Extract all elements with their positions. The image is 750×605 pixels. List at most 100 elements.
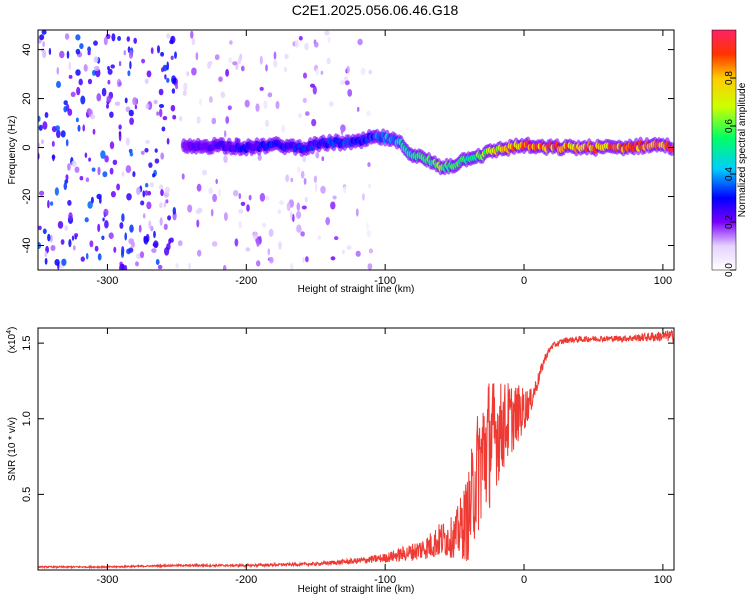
- heatmap-noise-cell: [238, 221, 242, 229]
- heatmap-noise-cell: [65, 174, 69, 181]
- heatmap-noise-cell: [199, 98, 202, 106]
- heatmap-noise-cell: [259, 192, 266, 202]
- heatmap-noise-cell: [118, 81, 122, 86]
- heatmap-noise-cell: [125, 137, 130, 146]
- heatmap-noise-cell: [124, 232, 127, 241]
- heatmap-noise-cell: [64, 225, 69, 231]
- heatmap-noise-cell: [178, 240, 183, 247]
- heatmap-noise-cell: [47, 233, 51, 242]
- heatmap-noise-cell: [140, 200, 145, 206]
- heatmap-noise-cell: [210, 208, 214, 217]
- heatmap-noise-cell: [297, 166, 301, 174]
- heatmap-noise-cell: [314, 41, 319, 48]
- heatmap-noise-cell: [227, 105, 232, 111]
- heatmap-noise-cell: [166, 61, 169, 71]
- heatmap-noise-cell: [197, 207, 203, 213]
- heatmap-noise-cell: [170, 104, 176, 112]
- heatmap-noise-cell: [44, 112, 49, 118]
- heatmap-noise-cell: [117, 36, 121, 41]
- heatmap-noise-cell: [143, 235, 146, 243]
- heatmap-noise-cell: [134, 104, 138, 110]
- heatmap-noise-cell: [78, 78, 83, 86]
- heatmap-noise-cell: [238, 209, 244, 214]
- heatmap-noise-cell: [366, 222, 369, 231]
- heatmap-noise-cell: [321, 156, 325, 162]
- heatmap-noise-cell: [126, 193, 132, 201]
- heatmap-noise-cell: [125, 106, 131, 113]
- x-tick-label: -200: [235, 275, 257, 287]
- heatmap-noise-cell: [150, 47, 154, 54]
- heatmap-noise-cell: [172, 207, 176, 215]
- x-tick-label: -300: [96, 574, 118, 586]
- x-tick-label: 0: [521, 275, 527, 287]
- heatmap-noise-cell: [161, 67, 164, 73]
- heatmap-noise-cell: [269, 256, 274, 264]
- heatmap-noise-cell: [197, 249, 202, 257]
- heatmap-noise-cell: [164, 186, 170, 194]
- heatmap-noise-cell: [179, 116, 183, 122]
- heatmap-noise-cell: [67, 108, 73, 116]
- heatmap-noise-cell: [44, 257, 48, 265]
- heatmap-noise-cell: [208, 187, 214, 195]
- heatmap-noise-cell: [302, 154, 307, 163]
- heatmap-noise-cell: [108, 232, 114, 239]
- x-tick-label: 100: [654, 275, 672, 287]
- heatmap-noise-cell: [87, 201, 93, 209]
- heatmap-noise-cell: [183, 82, 188, 92]
- heatmap-noise-cell: [116, 183, 120, 191]
- heatmap-noise-cell: [68, 212, 73, 221]
- heatmap-noise-cell: [145, 139, 151, 144]
- heatmap-noise-cell: [118, 124, 122, 130]
- heatmap-noise-cell: [175, 84, 179, 90]
- heatmap-noise-cell: [196, 183, 202, 192]
- heatmap-noise-cell: [163, 202, 167, 208]
- heatmap-noise-cell: [60, 239, 65, 245]
- heatmap-noise-cell: [55, 125, 60, 131]
- heatmap-noise-cell: [87, 46, 91, 53]
- x-tick-label: -300: [96, 275, 118, 287]
- heatmap-noise-cell: [292, 213, 295, 223]
- heatmap-noise-cell: [304, 196, 308, 203]
- colorbar-ticks: 0.0 0.2 0.4 0.6 0.8: [724, 71, 736, 277]
- heatmap-noise-cell: [148, 162, 153, 168]
- heatmap-noise-cell: [362, 193, 365, 201]
- heatmap-noise-cell: [275, 101, 280, 109]
- heatmap-noise-cell: [59, 50, 65, 59]
- heatmap-noise-cell: [47, 200, 50, 209]
- heatmap-noise-cell: [75, 69, 81, 76]
- y-tick-label: 1.5: [21, 335, 33, 350]
- heatmap-noise-cell: [52, 154, 55, 162]
- heatmap-noise-cell: [220, 91, 226, 99]
- heatmap-noise-cell: [146, 70, 152, 78]
- heatmap-noise-cell: [161, 126, 166, 132]
- heatmap-noise-cell: [159, 184, 164, 191]
- heatmap-noise-cell: [149, 182, 154, 188]
- colorbar-tick-label: 0.4: [724, 167, 735, 181]
- heatmap-noise-cell: [324, 30, 330, 36]
- heatmap-noise-cell: [124, 97, 128, 104]
- heatmap-noise-cell: [38, 124, 43, 131]
- heatmap-noise-cell: [209, 96, 213, 103]
- heatmap-noise-cell: [57, 221, 64, 229]
- heatmap-noise-cell: [114, 101, 121, 106]
- heatmap-noise-cell: [182, 90, 187, 96]
- heatmap-noise-cell: [257, 154, 262, 161]
- heatmap-noise-cell: [181, 173, 185, 180]
- snr-frame: [37, 327, 675, 571]
- heatmap-noise-cell: [129, 117, 135, 125]
- heatmap-noise-cell: [317, 235, 321, 240]
- heatmap-noise-cell: [121, 213, 125, 222]
- heatmap-noise-cell: [285, 174, 290, 182]
- heatmap-noise-cell: [366, 229, 372, 238]
- heatmap-noise-cell: [92, 69, 96, 76]
- heatmap-noise-cell: [284, 53, 289, 60]
- snr-series: [38, 330, 674, 570]
- heatmap-noise-cell: [66, 50, 70, 59]
- heatmap-noise-cell: [82, 124, 85, 132]
- heatmap-noise-cell: [330, 201, 336, 210]
- heatmap-noise-cell: [38, 115, 41, 122]
- heatmap-noise-cell: [346, 245, 352, 251]
- heatmap-noise-cell: [93, 40, 98, 46]
- heatmap-noise-cell: [113, 246, 117, 253]
- y-tick-label: 40: [21, 43, 33, 55]
